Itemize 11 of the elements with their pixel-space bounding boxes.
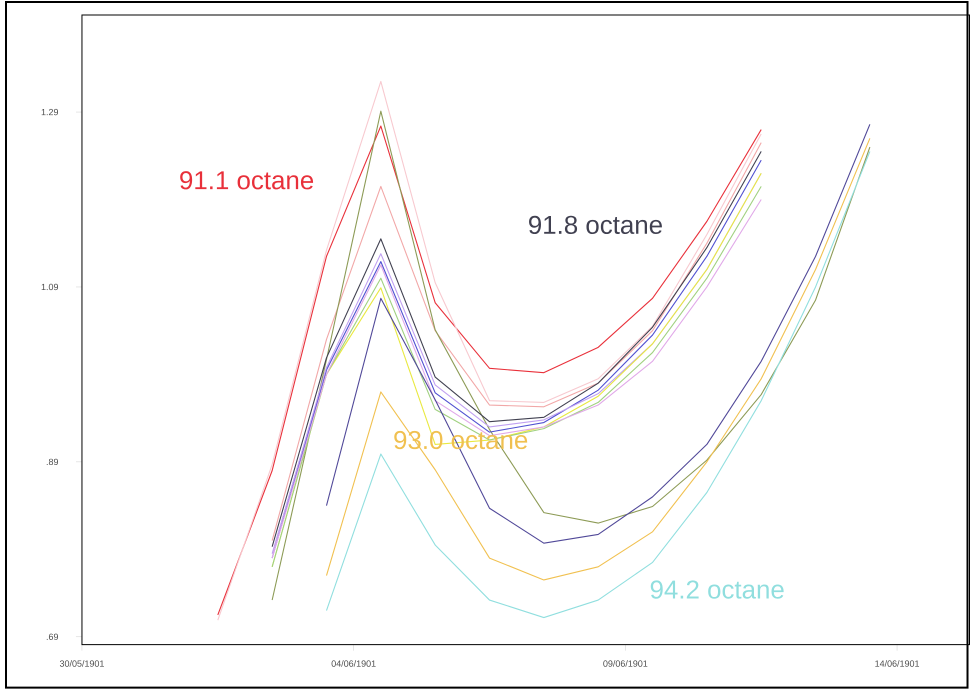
series-label: 91.1 octane: [180, 171, 314, 190]
y-tick-label: .69: [46, 634, 58, 640]
series-label: 91.8 octane: [529, 216, 662, 234]
series-label: 94.2 octane: [650, 580, 784, 599]
x-tick-label: 04/06/1901: [332, 660, 376, 667]
y-tick-label: .89: [46, 458, 58, 466]
x-tick-label: 09/06/1901: [603, 660, 648, 667]
y-tick-label: 1.09: [42, 284, 58, 290]
x-tick-label: 30/05/1901: [60, 660, 104, 667]
x-tick-label: 14/06/1901: [875, 660, 920, 667]
y-tick-label: 1.29: [42, 109, 58, 116]
